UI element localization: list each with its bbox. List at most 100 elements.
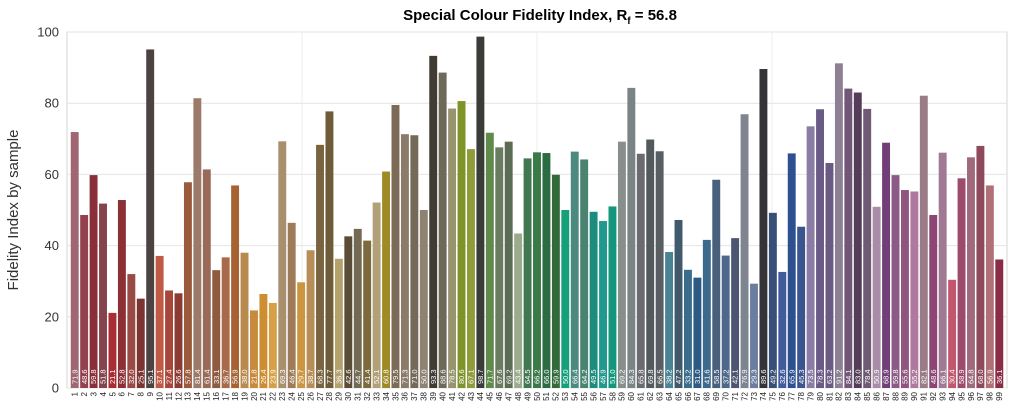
- x-tick-label: 68: [703, 391, 712, 400]
- x-tick-label: 44: [476, 391, 485, 400]
- bar-value-label: 83.0: [853, 369, 862, 384]
- x-tick-label: 7: [127, 391, 136, 396]
- bar-sample-27: [316, 144, 324, 388]
- x-tick-label: 24: [288, 391, 297, 400]
- y-tick-label: 0: [52, 381, 59, 396]
- bar-value-label: 66.2: [533, 369, 542, 384]
- bar-value-label: 31.0: [693, 369, 702, 384]
- bar-sample-37: [410, 135, 419, 388]
- x-tick-label: 31: [354, 391, 363, 400]
- x-tick-label: 22: [269, 391, 278, 400]
- x-tick-label: 23: [278, 391, 287, 400]
- x-tick-label: 45: [486, 391, 495, 400]
- bar-sample-15: [202, 169, 211, 388]
- bar-value-label: 65.8: [636, 369, 645, 384]
- bar-value-label: 66.5: [655, 369, 664, 384]
- bar-value-label: 81.4: [193, 369, 202, 384]
- x-tick-label: 32: [363, 391, 372, 400]
- bar-sample-84: [853, 92, 862, 389]
- bar-sample-98: [985, 185, 994, 388]
- bar-sample-89: [900, 190, 909, 388]
- bar-value-label: 64.2: [580, 369, 589, 384]
- bar-value-label: 71.3: [401, 369, 410, 384]
- bar-sample-75: [768, 212, 777, 388]
- bar-sample-18: [231, 185, 240, 388]
- x-tick-label: 64: [665, 391, 674, 400]
- bar-sample-21: [259, 294, 268, 388]
- bar-value-label: 55.6: [901, 369, 910, 384]
- x-tick-label: 14: [193, 391, 202, 400]
- title-subscript: f: [627, 16, 631, 27]
- bar-value-label: 56.9: [985, 369, 994, 384]
- bar-value-label: 26.4: [259, 369, 268, 384]
- bar-sample-90: [910, 191, 919, 388]
- bar-sample-58: [608, 206, 617, 388]
- x-tick-label: 3: [89, 391, 98, 396]
- x-tick-label: 69: [712, 391, 721, 400]
- x-tick-label: 38: [420, 391, 429, 400]
- x-tick-label: 98: [986, 391, 995, 400]
- bar-value-label: 88.6: [438, 369, 447, 384]
- bar-value-label: 91.2: [835, 369, 844, 384]
- bar-value-label: 52.1: [372, 369, 381, 384]
- x-tick-label: 50: [533, 391, 542, 400]
- bar-value-label: 58.5: [712, 369, 721, 384]
- x-tick-label: 53: [561, 391, 570, 400]
- bar-sample-6: [117, 200, 126, 388]
- bar-sample-47: [504, 141, 513, 388]
- bar-value-label: 73.5: [806, 369, 815, 384]
- x-tick-label: 35: [391, 391, 400, 400]
- bar-sample-59: [617, 141, 626, 388]
- x-tick-label: 56: [589, 391, 598, 400]
- x-tick-label: 15: [203, 391, 212, 400]
- bar-sample-93: [938, 152, 947, 388]
- bar-value-label: 42.1: [731, 369, 740, 384]
- x-tick-label: 52: [552, 391, 561, 400]
- bar-value-label: 43.4: [514, 369, 523, 384]
- x-tick-label: 71: [731, 391, 740, 400]
- x-tick-label: 83: [844, 391, 853, 400]
- x-tick-label: 8: [137, 391, 146, 396]
- x-tick-label: 62: [646, 391, 655, 400]
- bar-value-label: 57.8: [184, 369, 193, 384]
- x-tick-label: 28: [325, 391, 334, 400]
- bar-value-label: 64.8: [967, 369, 976, 384]
- bar-sample-26: [306, 250, 315, 388]
- bar-value-label: 50.9: [872, 369, 881, 384]
- bar-sample-46: [495, 147, 504, 388]
- bar-sample-8: [136, 298, 145, 388]
- bar-value-label: 78.4: [863, 369, 872, 384]
- bar-sample-1: [70, 132, 79, 388]
- bar-sample-11: [165, 290, 174, 388]
- bar-value-label: 33.2: [684, 369, 693, 384]
- bar-sample-42: [457, 101, 466, 388]
- bar-value-label: 29.7: [297, 369, 306, 384]
- bar-sample-55: [580, 159, 589, 388]
- bar-sample-72: [740, 114, 749, 389]
- bar-sample-29: [334, 258, 343, 388]
- y-axis-label: Fidelity Index by sample: [5, 130, 22, 291]
- x-tick-label: 2: [80, 391, 89, 396]
- bar-value-label: 48.6: [929, 369, 938, 384]
- x-tick-label: 82: [835, 391, 844, 400]
- bar-value-label: 59.9: [551, 369, 560, 384]
- x-tick-label: 63: [655, 391, 664, 400]
- bar-value-label: 46.9: [599, 369, 608, 384]
- bar-value-label: 68.9: [882, 369, 891, 384]
- bar-sample-31: [353, 228, 362, 388]
- bar-value-label: 42.6: [344, 369, 353, 384]
- bar-value-label: 32.0: [127, 369, 136, 384]
- x-tick-label: 39: [429, 391, 438, 400]
- x-tick-label: 81: [825, 391, 834, 400]
- bar-value-label: 56.9: [231, 369, 240, 384]
- bar-sample-99: [995, 259, 1004, 388]
- bar-sample-97: [976, 145, 985, 388]
- bar-value-label: 37.2: [721, 369, 730, 384]
- bar-sample-73: [750, 283, 758, 388]
- bar-value-label: 32.6: [778, 369, 787, 384]
- x-tick-label: 10: [155, 391, 164, 400]
- bar-value-label: 60.8: [382, 369, 391, 384]
- bar-value-label: 46.4: [287, 369, 296, 384]
- x-tick-label: 26: [306, 391, 315, 400]
